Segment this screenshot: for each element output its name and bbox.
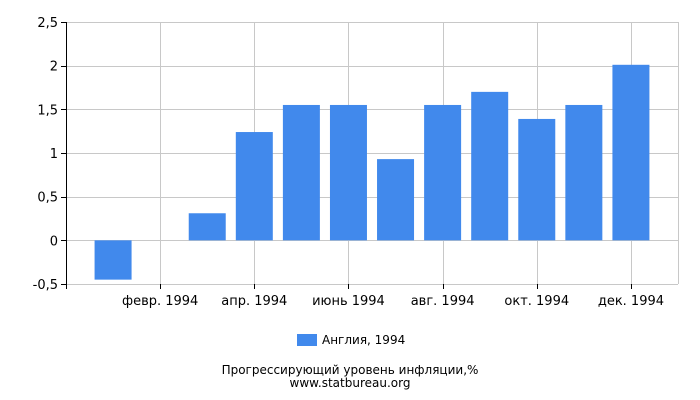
y-tick-label: 0 [50,234,58,249]
bar-6 [329,104,367,241]
bar-8 [424,104,462,241]
y-tick-label: 2 [50,60,58,75]
bar-12 [612,64,650,241]
bar-10 [518,118,556,241]
bar-11 [565,104,603,241]
x-tick-label: июнь 1994 [312,294,385,309]
legend: Англия, 1994 [297,332,405,348]
bars [94,64,650,280]
y-tick-label: 1 [50,147,58,162]
axes [61,22,632,289]
source-caption: www.statbureau.org [289,376,411,390]
x-tick-label: дек. 1994 [598,294,664,309]
legend-label: Англия, 1994 [322,333,406,347]
bar-5 [282,104,320,241]
bar-3 [188,213,226,241]
y-tick-label: 2,5 [37,16,58,31]
x-tick-label: апр. 1994 [221,294,287,309]
chart-caption: Прогрессирующий уровень инфляции,% [221,363,479,377]
y-tick-label: -0,5 [33,278,58,293]
x-tick-label: авг. 1994 [411,294,475,309]
y-tick-label: 1,5 [37,103,58,118]
x-tick-labels: февр. 1994 апр. 1994 июнь 1994 авг. 1994 окт… [122,294,664,309]
y-tick-label: 0,5 [37,191,58,206]
x-tick-label: февр. 1994 [122,294,198,309]
bar-4 [235,132,273,241]
x-tick-label: окт. 1994 [504,294,569,309]
bar-1 [94,240,132,280]
bar-9 [471,91,509,241]
legend-swatch-icon [297,334,317,346]
y-tick-labels: -0,5 0 0,5 1 1,5 2 2,5 [33,16,58,293]
bar-7 [377,159,415,241]
